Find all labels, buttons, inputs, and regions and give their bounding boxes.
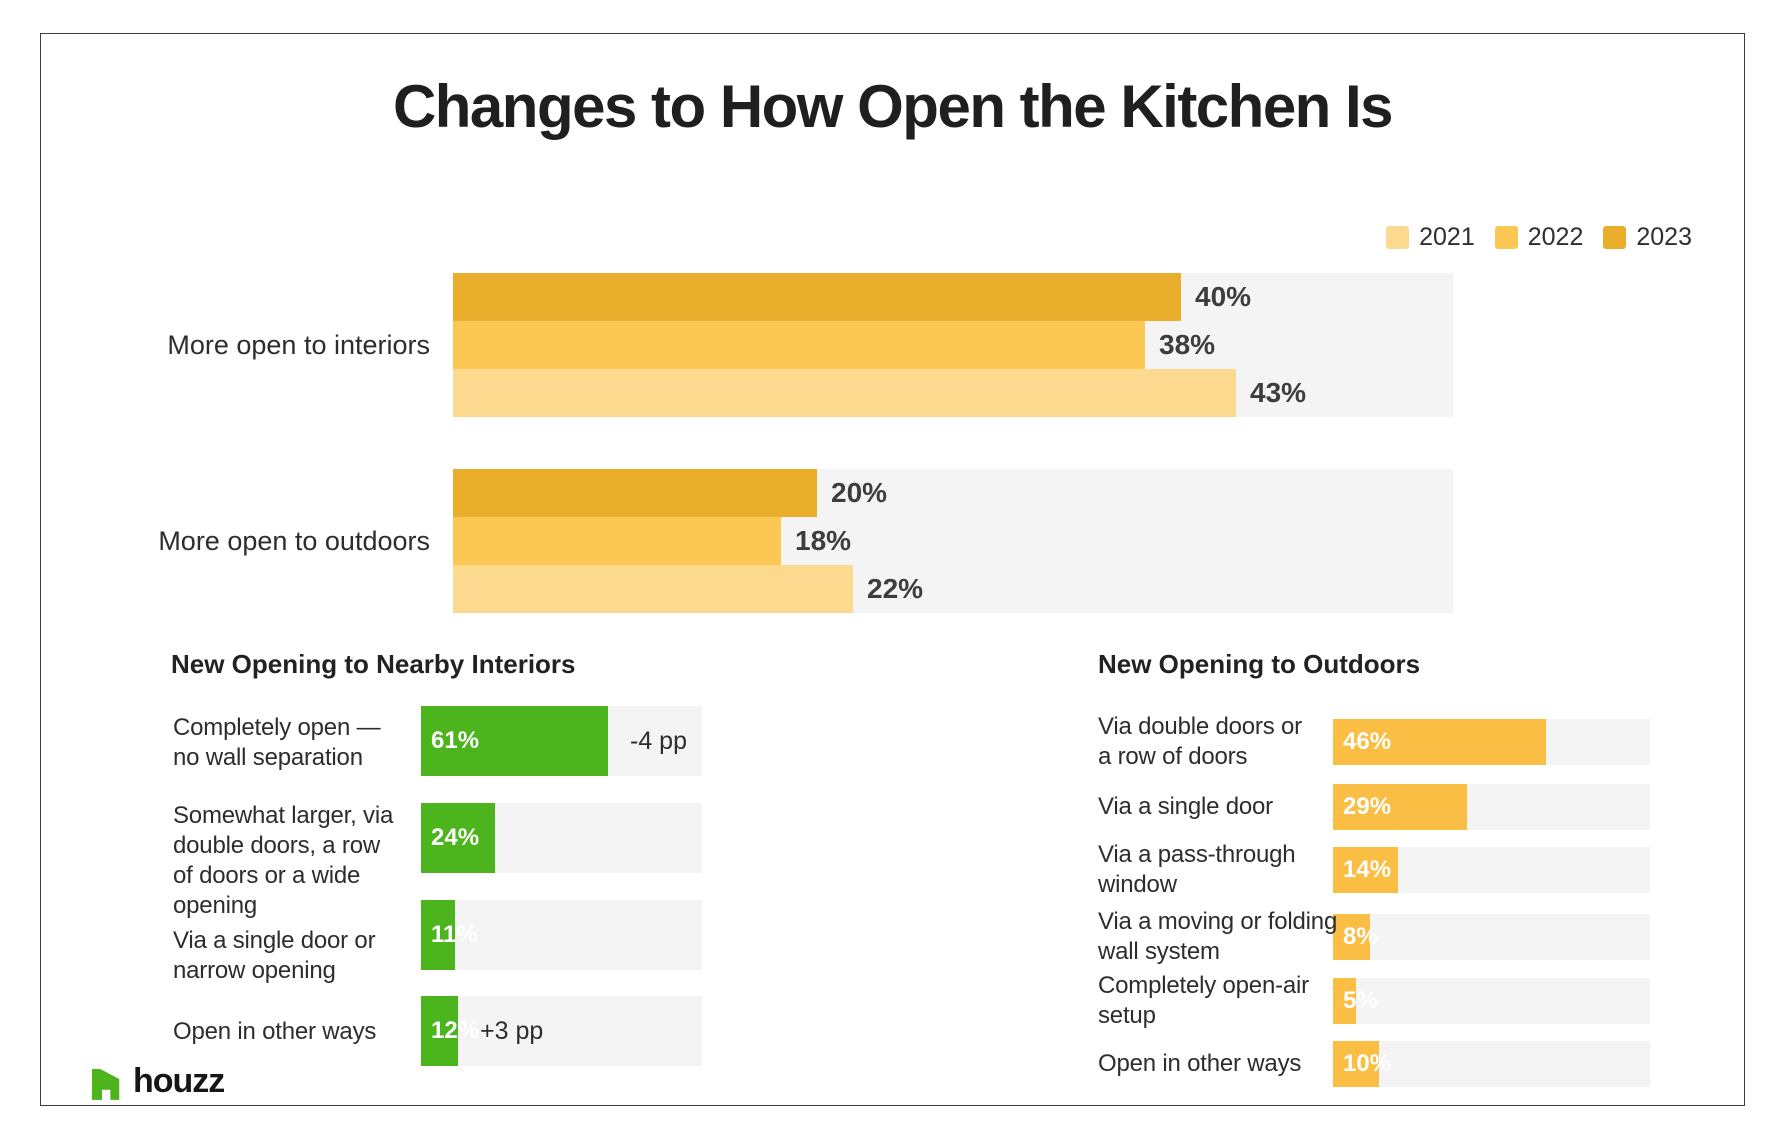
bar-track (421, 900, 702, 970)
category-label: Via a single door or narrow opening (173, 926, 376, 986)
bar-2022 (453, 321, 1145, 369)
value-label: 38% (1159, 329, 1216, 360)
category-label: Somewhat larger, via double doors, a row o… (173, 801, 393, 921)
category-label-line: no wall separation (173, 744, 363, 771)
category-label-line: Completely open — (173, 714, 381, 741)
value-label: 43% (1250, 377, 1307, 408)
category-label: Completely open-air setup (1098, 971, 1309, 1031)
bar-2023 (453, 469, 817, 517)
interiors-chart-heading: New Opening to Nearby Interiors (171, 649, 576, 679)
category-label-line: Somewhat larger, via (173, 802, 394, 829)
value-label: 22% (867, 573, 924, 604)
change-annotation: -4 pp (630, 726, 687, 755)
category-label: Open in other ways (173, 1017, 376, 1047)
bar-10%: 10% (1333, 1041, 1391, 1087)
bar-track (1333, 978, 1650, 1024)
bar-29%: 29% (1333, 784, 1467, 830)
category-label: Via a moving or folding wall system (1098, 907, 1337, 967)
category-label-line: Open in other ways (1098, 1050, 1302, 1077)
bar-24%: 24% (421, 803, 495, 873)
category-label: Via a pass-through window (1098, 840, 1296, 900)
legend: 2021 2022 2023 (1386, 223, 1692, 252)
category-label-line: setup (1098, 1002, 1156, 1029)
legend-label: 2023 (1636, 223, 1692, 251)
category-label-line: Open in other ways (173, 1018, 377, 1045)
value-label: 18% (795, 525, 852, 556)
category-label-line: Completely open-air (1098, 972, 1309, 999)
legend-swatch-2023 (1603, 226, 1627, 249)
category-label-line: opening (173, 892, 258, 919)
bar-2023 (453, 273, 1181, 321)
category-label-line: Via a moving or folding (1098, 908, 1338, 935)
category-label-line: narrow opening (173, 957, 336, 984)
value-label: 20% (831, 477, 888, 508)
legend-label: 2021 (1419, 223, 1475, 251)
outdoors-chart-heading: New Opening to Outdoors (1098, 649, 1421, 679)
bar-11%: 11% (421, 900, 478, 970)
category-label-line: double doors, a row (173, 832, 380, 859)
bar-track (1333, 914, 1650, 960)
bar-2022 (453, 517, 781, 565)
category-label-line: Via double doors or (1098, 713, 1302, 740)
houzz-house-icon (91, 1068, 120, 1100)
houzz-logo-text: houzz (133, 1062, 225, 1100)
category-label-line: Via a single door (1098, 793, 1273, 820)
legend-label: 2022 (1527, 223, 1584, 251)
category-label: Via a single door (1098, 792, 1273, 822)
page-title: Changes to How Open the Kitchen Is (392, 73, 1394, 140)
change-annotation: +3 pp (480, 1016, 544, 1045)
legend-item-2022: 2022 (1494, 223, 1584, 252)
chart-frame: Changes to How Open the Kitchen Is 2021 2… (40, 33, 1745, 1106)
bar-track (1333, 1041, 1650, 1087)
bar-61%: 61% (421, 706, 608, 776)
group-label: More open to outdoors (158, 525, 430, 556)
bar-46%: 46% (1333, 719, 1546, 765)
category-label: Open in other ways (1098, 1049, 1301, 1079)
category-label-line: wall system (1098, 938, 1220, 965)
bar-14%: 14% (1333, 847, 1398, 893)
bar-2021 (453, 565, 853, 613)
value-label: 40% (1195, 281, 1252, 312)
category-label: Via double doors or a row of doors (1098, 712, 1302, 772)
legend-swatch-2022 (1494, 226, 1518, 249)
bar-8%: 8% (1333, 914, 1378, 960)
bar-2021 (453, 369, 1236, 417)
category-label-line: Via a single door or (173, 927, 376, 954)
houzz-logo: houzz (86, 1062, 225, 1101)
category-label-line: Via a pass-through (1098, 841, 1296, 868)
category-label-line: a row of doors (1098, 743, 1248, 770)
bar-12%: 12% (421, 996, 479, 1066)
category-label: Completely open — no wall separation (173, 713, 381, 773)
bar-5%: 5% (1333, 978, 1378, 1024)
group-label: More open to interiors (167, 329, 430, 360)
category-label-line: of doors or a wide (173, 862, 361, 889)
legend-item-2023: 2023 (1603, 223, 1692, 252)
legend-item-2021: 2021 (1386, 223, 1475, 252)
legend-swatch-2021 (1386, 226, 1410, 249)
category-label-line: window (1098, 871, 1177, 898)
bar-track (421, 996, 702, 1066)
